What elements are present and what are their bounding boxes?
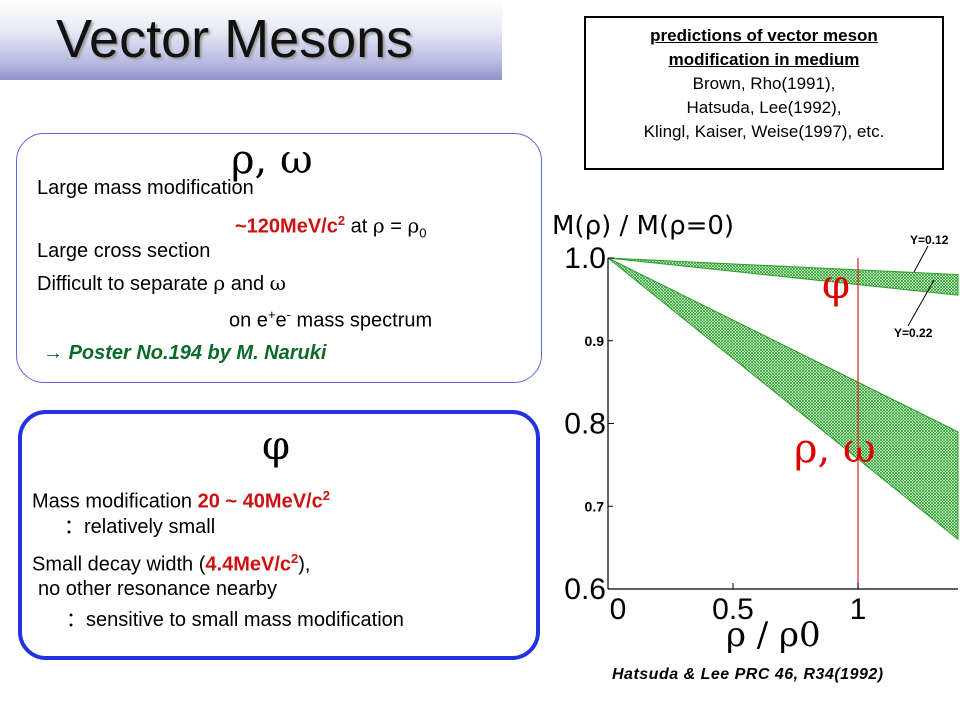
annotation-y022: Y=0.22	[894, 326, 933, 340]
y-tick-label: 0.7	[585, 498, 605, 514]
phi-line-mass-modification: Mass modification 20 ~ 40MeV/c2	[32, 488, 330, 513]
y-tick-label: 0.9	[585, 333, 605, 349]
x-tick-label: 0.5	[712, 593, 754, 626]
rho-line-difficult: Difficult to separate ρ and ω	[37, 271, 286, 295]
phi-band	[607, 257, 959, 296]
page-title: Vector Mesons	[56, 9, 414, 69]
annotation-arrow	[907, 279, 935, 327]
predictions-box: predictions of vector meson modification…	[584, 16, 944, 170]
y-tick-label: 1.0	[564, 242, 606, 275]
phi-line-no-resonance: no other resonance nearby	[38, 578, 278, 600]
y-tick-label: 0.8	[564, 408, 606, 441]
phi-width-value: 4.4MeV/c	[205, 553, 292, 576]
poster-label: Poster No.194 by M. Naruki	[68, 342, 327, 364]
predictions-ref: Hatsuda, Lee(1992),	[686, 98, 842, 117]
poster-reference: → Poster No.194 by M. Naruki	[43, 341, 326, 365]
phi-mass-value: 20 ~ 40MeV/c	[197, 490, 323, 513]
rho-omega-band	[607, 257, 959, 541]
phi-box: φ Mass modification 20 ~ 40MeV/c2 ：relat…	[18, 410, 540, 660]
rho-mass-value: ~120MeV/c	[235, 215, 338, 238]
annotation-y012: Y=0.12	[910, 233, 949, 247]
rho-omega-box: ρ, ω Large mass modification ~120MeV/c2 …	[16, 133, 542, 383]
predictions-heading-line1: predictions of vector meson	[650, 26, 878, 45]
rho-line-mass-modification: Large mass modification	[37, 177, 254, 199]
phi-line-sensitive: ：sensitive to small mass modification	[66, 609, 404, 631]
mass-ratio-chart: 0.6 0.8 1.0 0.7 0.9 0 0.5 1 M(ρ) / M(ρ=0) ρ / ρ0 φ…	[552, 211, 959, 655]
rho-line-spectrum: on e+e- mass spectrum	[229, 307, 433, 332]
rho-omega-band-label: ρ, ω	[794, 426, 876, 472]
predictions-heading-line2: modification in medium	[668, 50, 860, 69]
rho-omega-heading: ρ, ω	[231, 137, 313, 183]
title-banner	[0, 0, 502, 80]
x-tick-label: 0	[610, 593, 627, 626]
rho-line-mass-value: ~120MeV/c2 at ρ = ρ0	[235, 213, 427, 241]
chart-citation: Hatsuda & Lee PRC 46, R34(1992)	[612, 666, 884, 683]
phi-line-relatively-small: ：relatively small	[64, 516, 216, 538]
phi-heading: φ	[262, 423, 291, 469]
annotation-arrow	[913, 245, 929, 273]
predictions-ref: Klingl, Kaiser, Weise(1997), etc.	[643, 122, 885, 141]
rho-line-cross-section: Large cross section	[37, 240, 211, 262]
predictions-ref: Brown, Rho(1991),	[692, 74, 836, 93]
x-axis-label: ρ / ρ0	[726, 615, 821, 655]
phi-line-decay-width: Small decay width (4.4MeV/c2),	[32, 551, 311, 576]
arrow-right-icon: →	[43, 342, 63, 364]
y-axis-label: M(ρ) / M(ρ=0)	[552, 211, 734, 241]
phi-band-label: φ	[822, 262, 850, 308]
x-tick-label: 1	[850, 593, 867, 626]
y-tick-label: 0.6	[564, 573, 606, 606]
